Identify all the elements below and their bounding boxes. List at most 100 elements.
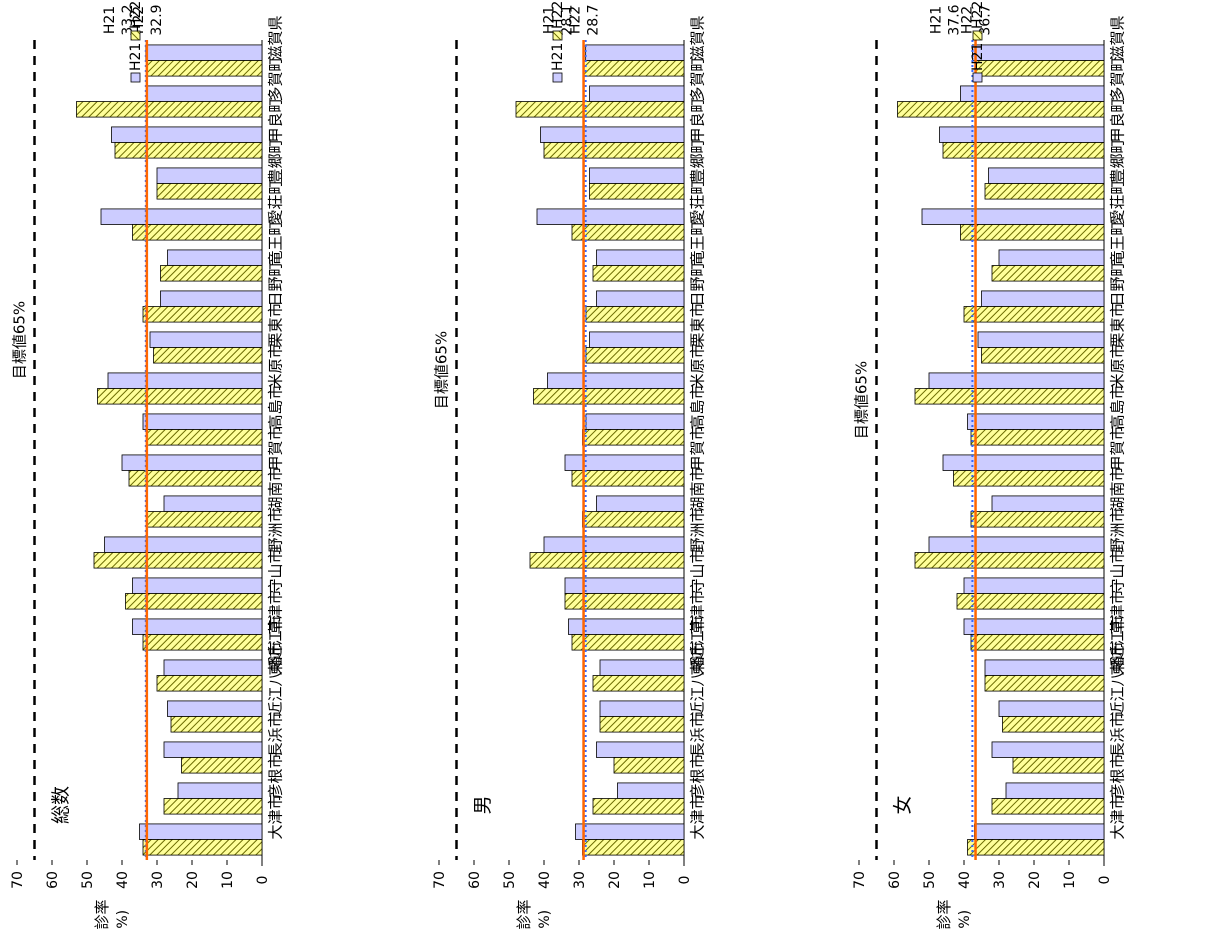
- bar-h21: [543, 536, 685, 553]
- value-tick-label: 0: [1097, 876, 1113, 885]
- bar-h21: [991, 495, 1105, 512]
- bar-h21: [111, 126, 263, 143]
- legend-label-h21: H21: [550, 43, 566, 71]
- bar-h22: [146, 429, 263, 446]
- value-tick-label: 60: [887, 871, 903, 889]
- category-label: 大津市: [689, 794, 707, 839]
- y-axis-unit: (%): [537, 910, 553, 929]
- category-label: 甲良町: [1109, 97, 1127, 142]
- bar-h22: [592, 798, 685, 815]
- target-label: 目標値65%: [11, 301, 29, 379]
- legend-swatch-h22: [130, 30, 141, 41]
- reference-series-label: H22: [131, 6, 147, 34]
- value-tick-label: 60: [45, 871, 61, 889]
- category-label: 愛荘町: [689, 179, 707, 224]
- value-tick-label: 70: [852, 871, 868, 889]
- category-label: 愛荘町: [1109, 179, 1127, 224]
- value-tick-label: 40: [957, 871, 973, 889]
- legend-label-h22: H22: [970, 1, 986, 29]
- bar-h22: [529, 552, 685, 569]
- bar-h22: [956, 593, 1105, 610]
- bar-h22: [142, 306, 263, 323]
- value-tick-label: 0: [255, 876, 271, 885]
- bar-h22: [582, 511, 685, 528]
- bar-h21: [177, 782, 263, 799]
- category-label: 東近江市: [267, 615, 285, 675]
- bar-h21: [991, 741, 1105, 758]
- bar-h22: [543, 142, 685, 159]
- category-label: 大津市: [267, 794, 285, 839]
- value-tick-label: 50: [502, 871, 518, 889]
- category-label: 豊郷町: [1109, 138, 1127, 183]
- category-label: 甲良町: [267, 97, 285, 142]
- value-tick-label: 40: [537, 871, 553, 889]
- panel-title: 女: [892, 795, 914, 814]
- legend: H21 H22: [128, 1, 144, 83]
- bar-h22: [897, 101, 1105, 118]
- category-label: 長浜市: [1109, 712, 1127, 757]
- category-label: 甲賀市: [1109, 425, 1127, 470]
- bar-h21: [132, 577, 263, 594]
- legend-swatch-h22: [972, 30, 983, 41]
- category-label: 湖南市: [689, 466, 707, 511]
- category-label: 竜王町: [1109, 220, 1127, 265]
- category-label: 米原市: [267, 343, 285, 388]
- y-axis-label: 受診率: [93, 899, 111, 929]
- category-label: 高島市: [267, 384, 285, 429]
- bar-h22: [571, 634, 685, 651]
- bar-h22: [515, 101, 685, 118]
- legend-label-h22: H22: [550, 1, 566, 29]
- bar-h21: [547, 372, 685, 389]
- bar-h21: [972, 44, 1105, 61]
- category-label: 多賀町: [689, 56, 707, 101]
- category-label: 甲良町: [689, 97, 707, 142]
- value-tick-label: 60: [467, 871, 483, 889]
- category-label: 東近江市: [1109, 615, 1127, 675]
- bar-h21: [596, 249, 685, 266]
- bar-h22: [970, 634, 1105, 651]
- bar-h22: [93, 552, 263, 569]
- category-label: 彦根市: [1109, 753, 1127, 798]
- value-tick-label: 50: [922, 871, 938, 889]
- value-tick-label: 10: [1062, 871, 1078, 889]
- bar-h22: [585, 347, 685, 364]
- bar-h21: [928, 372, 1105, 389]
- category-label: 彦根市: [267, 753, 285, 798]
- category-label: 近江八幡市: [689, 641, 707, 716]
- y-axis-label: 受診率: [515, 899, 533, 929]
- legend-swatch-h22: [552, 30, 563, 41]
- bar-h22: [592, 675, 685, 692]
- category-label: 豊郷町: [689, 138, 707, 183]
- category-label: 近江八幡市: [1109, 641, 1127, 716]
- reference-value-label: 28.7: [586, 4, 602, 35]
- category-label: 滋賀県: [1109, 15, 1127, 60]
- bar-h22: [582, 429, 685, 446]
- value-tick-label: 50: [80, 871, 96, 889]
- bar-h21: [163, 659, 263, 676]
- bar-h22: [914, 388, 1105, 405]
- category-label: 守山市: [1109, 548, 1127, 593]
- value-tick-label: 70: [10, 871, 26, 889]
- bar-h22: [156, 675, 263, 692]
- legend-swatch-h21: [552, 72, 563, 83]
- bar-h22: [967, 839, 1105, 856]
- category-label: 長浜市: [267, 712, 285, 757]
- category-label: 甲賀市: [267, 425, 285, 470]
- category-label: 栗東市: [689, 302, 707, 347]
- value-tick-label: 30: [572, 871, 588, 889]
- bar-h21: [596, 290, 685, 307]
- legend: H21 H22: [970, 1, 986, 83]
- bar-h21: [981, 290, 1105, 307]
- bar-h22: [914, 552, 1105, 569]
- target-label: 目標値65%: [433, 331, 451, 409]
- bar-h22: [142, 634, 263, 651]
- value-tick-label: 30: [992, 871, 1008, 889]
- legend-label-h22: H22: [128, 1, 144, 29]
- bar-h22: [613, 757, 685, 774]
- category-label: 東近江市: [689, 615, 707, 675]
- bar-h22: [942, 142, 1105, 159]
- bar-h21: [967, 413, 1105, 430]
- bar-h22: [963, 306, 1105, 323]
- reference-series-label: H21: [928, 6, 944, 34]
- bar-h21: [589, 85, 685, 102]
